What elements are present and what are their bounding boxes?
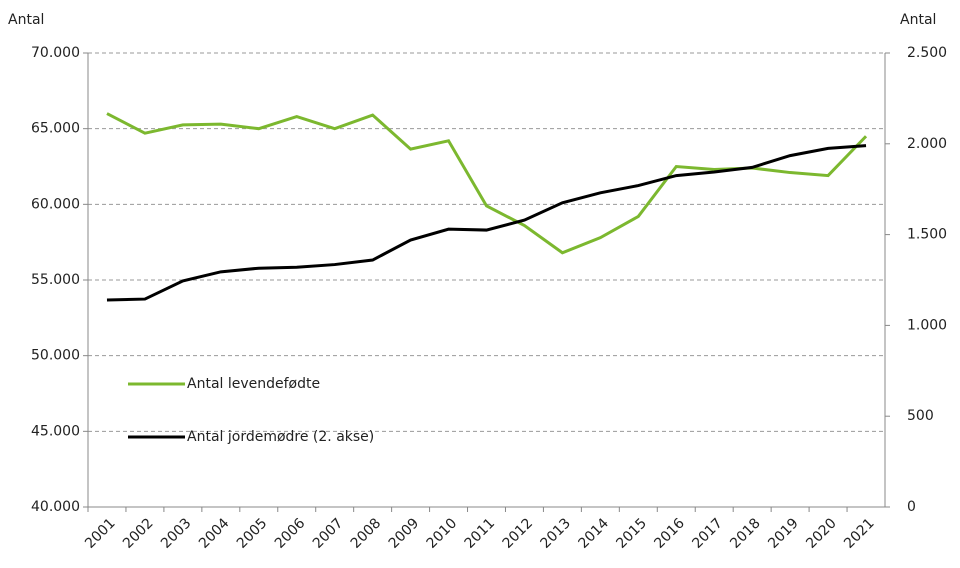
x-tick-label: 2019 — [765, 515, 802, 552]
y-tick-label: 45.000 — [31, 423, 80, 439]
series-line — [106, 144, 867, 302]
x-tick-label: 2020 — [803, 515, 840, 552]
x-tick-label: 2015 — [613, 515, 650, 552]
x-tick-label: 2014 — [575, 515, 612, 552]
y2-axis-label: Antal — [900, 12, 936, 28]
y-tick-label: 50.000 — [31, 348, 80, 364]
y-tick-label: 70.000 — [31, 45, 80, 61]
x-tick-label: 2010 — [424, 515, 461, 552]
y2-tick-label: 2.000 — [907, 136, 947, 152]
y2-tick-label: 0 — [907, 499, 916, 515]
y-axis-label: Antal — [8, 12, 44, 28]
x-tick-label: 2012 — [500, 515, 537, 552]
y2-tick-label: 500 — [907, 408, 934, 424]
x-tick-label: 2004 — [196, 515, 233, 552]
y2-tick-label: 1.000 — [907, 317, 947, 333]
x-tick-label: 2011 — [462, 515, 499, 552]
x-tick-label: 2013 — [538, 515, 575, 552]
x-tick-label: 2017 — [689, 515, 726, 552]
x-tick-label: 2008 — [348, 515, 385, 552]
series-line — [106, 112, 868, 255]
legend-label: Antal levendefødte — [187, 376, 320, 392]
x-tick-label: 2002 — [120, 515, 157, 552]
x-tick-label: 2006 — [272, 515, 309, 552]
x-tick-label: 2009 — [386, 515, 423, 552]
y-tick-label: 40.000 — [31, 499, 80, 515]
x-tick-label: 2007 — [310, 515, 347, 552]
legend-label: Antal jordemødre (2. akse) — [187, 429, 374, 445]
x-tick-label: 2003 — [158, 515, 195, 552]
x-tick-label: 2021 — [841, 515, 878, 552]
y2-tick-label: 2.500 — [907, 45, 947, 61]
y-tick-label: 55.000 — [31, 272, 80, 288]
y-tick-label: 65.000 — [31, 121, 80, 137]
x-tick-label: 2018 — [727, 515, 764, 552]
y2-tick-label: 1.500 — [907, 227, 947, 243]
x-tick-label: 2016 — [651, 515, 688, 552]
y-tick-label: 60.000 — [31, 196, 80, 212]
x-tick-label: 2005 — [234, 515, 271, 552]
x-tick-label: 2001 — [82, 515, 119, 552]
